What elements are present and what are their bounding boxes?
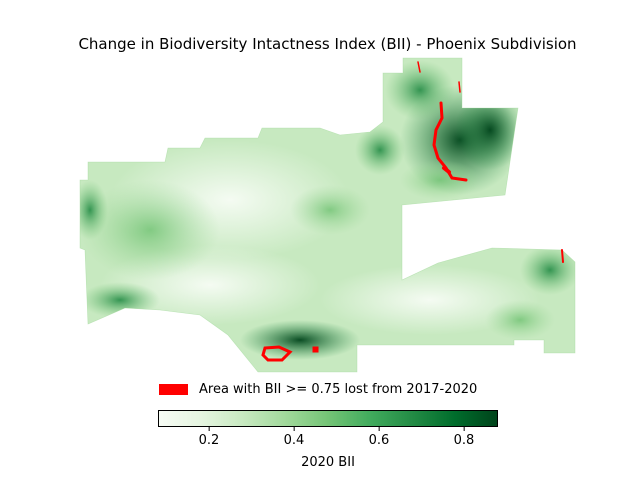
legend-label-loss: Area with BII >= 0.75 lost from 2017-202… [199,382,478,397]
page-title: Change in Biodiversity Intactness Index … [78,35,577,53]
loss-area-south [261,345,293,362]
loss-area-northeast-2 [442,166,451,174]
colorbar-tick-0.6: 0.6 [368,427,390,448]
legend: Area with BII >= 0.75 lost from 2017-202… [159,382,477,397]
colorbar-tick-label: 0.2 [198,433,220,448]
loss-area-north-fragment [417,61,461,93]
colorbar-tick-0.4: 0.4 [283,427,305,448]
loss-area-east-edge [561,249,564,263]
legend-swatch-loss [159,384,188,395]
colorbar [158,410,498,427]
loss-area-northeast [432,101,468,182]
bii-raster [80,58,575,372]
colorbar-tick-mark [208,427,210,431]
colorbar-tick-mark [378,427,380,431]
colorbar-tick-label: 0.6 [368,433,390,448]
colorbar-tick-label: 0.4 [283,433,305,448]
colorbar-tick-0.8: 0.8 [453,427,475,448]
colorbar-tick-label: 0.8 [453,433,475,448]
colorbar-tick-mark [463,427,465,431]
colorbar-tick-0.2: 0.2 [198,427,220,448]
colorbar-ticks: 0.2 0.4 0.6 0.8 [158,427,498,457]
bii-loss-areas [261,61,564,362]
loss-area-south-2 [312,346,319,353]
colorbar-tick-mark [293,427,295,431]
colorbar-label: 2020 BII [301,455,355,470]
